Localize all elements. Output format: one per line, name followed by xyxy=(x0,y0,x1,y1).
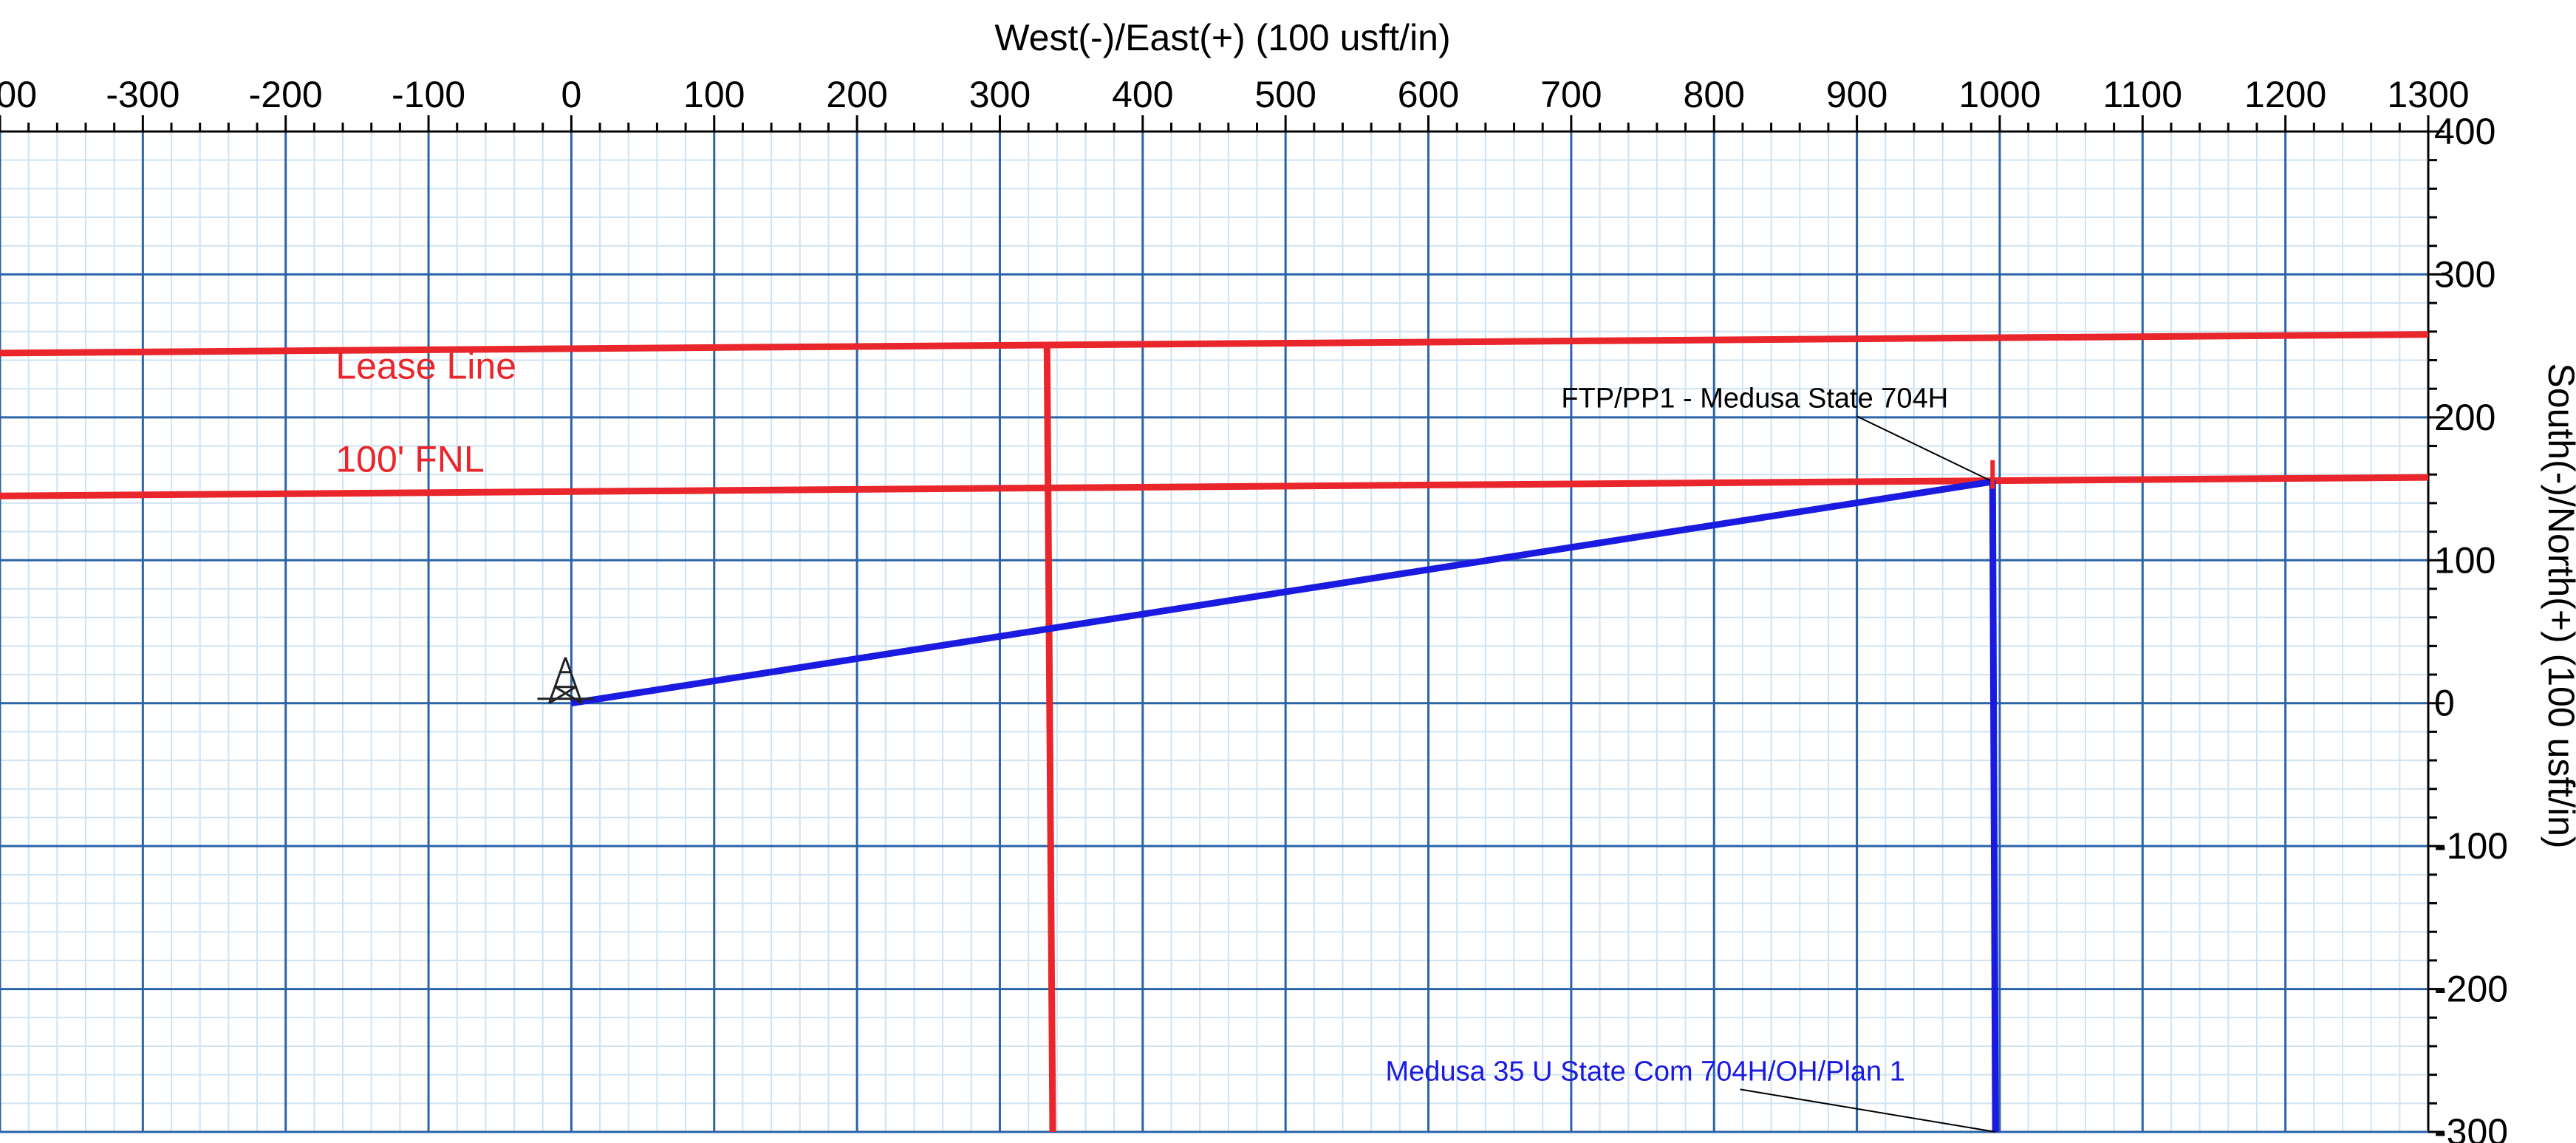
x-tick-label: 100 xyxy=(683,74,745,115)
annotation-pointer xyxy=(1856,415,1993,482)
x-tick-label: 600 xyxy=(1398,74,1459,115)
x-tick-label: 500 xyxy=(1254,74,1316,115)
series-lease-line xyxy=(0,331,2429,357)
x-tick-label: 1200 xyxy=(2244,74,2326,115)
x-tick-label: -300 xyxy=(106,74,180,115)
x-tick-label: 900 xyxy=(1826,74,1887,115)
y-tick-label: 100 xyxy=(2434,539,2495,581)
x-tick-label: -200 xyxy=(249,74,323,115)
y-tick-label: 200 xyxy=(2434,397,2495,438)
x-tick-label: 300 xyxy=(969,74,1031,115)
x-tick-label: 1000 xyxy=(1958,74,2040,115)
series-line xyxy=(1043,346,1056,1133)
rig-stroke xyxy=(564,657,583,704)
annotation-label: Medusa 35 U State Com 704H/OH/Plan 1 xyxy=(1386,1056,1905,1087)
x-axis-title: West(-)/East(+) (100 usft/in) xyxy=(994,17,1450,58)
y-tick-label: -200 xyxy=(2434,969,2508,1010)
y-tick-label: 400 xyxy=(2434,111,2495,152)
x-tick-label: 200 xyxy=(826,74,887,115)
annotations: Lease Line 100' FNL FTP/PP1 - Medusa State… xyxy=(335,346,1996,1133)
x-tick-label: 400 xyxy=(1112,74,1173,115)
x-tick-label: 700 xyxy=(1540,74,1602,115)
y-tick-label: -300 xyxy=(2434,1111,2508,1143)
x-tick-label: -100 xyxy=(392,74,465,115)
major-grid xyxy=(0,130,2430,1133)
axes xyxy=(0,115,2445,1133)
tick-labels: -400 -300 -200 -100 0 100 200 300 400 500 600 700 80… xyxy=(0,74,2508,1143)
series-medusa-35-u-state-com-704h-oh-plan-1 xyxy=(570,478,1999,1133)
y-axis-title: South(-)/North(+) (100 usft/in) xyxy=(2541,363,2576,848)
minor-grid xyxy=(0,132,2428,1132)
rig-icon xyxy=(537,657,594,704)
x-tick-label: 800 xyxy=(1684,74,1745,115)
annotation-label: FTP/PP1 - Medusa State 704H xyxy=(1561,383,1948,414)
y-tick-label: 0 xyxy=(2434,683,2455,724)
rig-stroke xyxy=(547,657,567,704)
y-tick-label: 300 xyxy=(2434,253,2495,295)
annotation-label: Lease Line xyxy=(335,346,516,387)
rig-stroke xyxy=(554,686,583,704)
x-tick-label: 1300 xyxy=(2387,74,2469,115)
rig-stroke xyxy=(548,686,577,704)
x-tick-label: -400 xyxy=(0,74,37,115)
y-tick-label: -100 xyxy=(2434,825,2508,867)
x-tick-label: 0 xyxy=(561,74,582,115)
annotation-pointer xyxy=(1740,1088,1996,1133)
series-100-fnl xyxy=(0,474,2429,499)
x-tick-label: 1100 xyxy=(2103,74,2183,115)
annotation-label: 100' FNL xyxy=(335,438,484,480)
